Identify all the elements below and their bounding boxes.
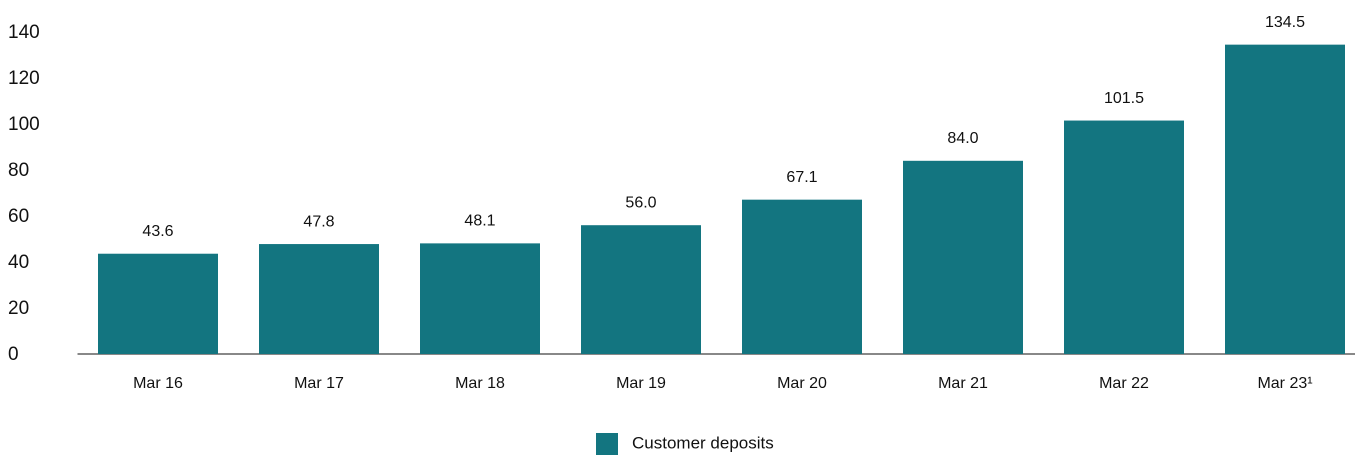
y-tick-label: 20	[8, 298, 29, 319]
y-tick-label: 0	[8, 344, 19, 365]
bar	[420, 243, 540, 354]
bar	[581, 225, 701, 354]
value-label: 43.6	[142, 223, 173, 240]
x-tick-label: Mar 21	[938, 375, 988, 392]
y-tick-label: 140	[8, 22, 40, 43]
value-label: 134.5	[1265, 14, 1305, 31]
bar	[903, 160, 1023, 354]
x-tick-label: Mar 16	[133, 375, 183, 392]
bar	[98, 253, 218, 354]
x-tick-label: Mar 17	[294, 375, 344, 392]
bar	[1064, 120, 1184, 354]
x-tick-label: Mar 18	[455, 375, 505, 392]
bar	[1225, 44, 1345, 355]
legend-label: Customer deposits	[632, 433, 774, 452]
y-tick-label: 120	[8, 68, 40, 89]
y-tick-label: 100	[8, 114, 40, 135]
value-label: 84.0	[947, 130, 978, 147]
legend-swatch	[596, 433, 618, 455]
value-label: 47.8	[303, 213, 334, 230]
bar	[259, 244, 379, 354]
y-tick-label: 80	[8, 160, 29, 181]
value-label: 67.1	[786, 169, 817, 186]
x-tick-label: Mar 23¹	[1257, 375, 1312, 392]
value-label: 101.5	[1104, 90, 1144, 107]
y-tick-label: 40	[8, 252, 29, 273]
value-label: 48.1	[464, 213, 495, 230]
x-tick-label: Mar 22	[1099, 375, 1149, 392]
value-label: 56.0	[625, 194, 656, 211]
y-tick-label: 60	[8, 206, 29, 227]
x-tick-label: Mar 19	[616, 375, 666, 392]
x-tick-label: Mar 20	[777, 375, 827, 392]
bar	[742, 199, 862, 354]
